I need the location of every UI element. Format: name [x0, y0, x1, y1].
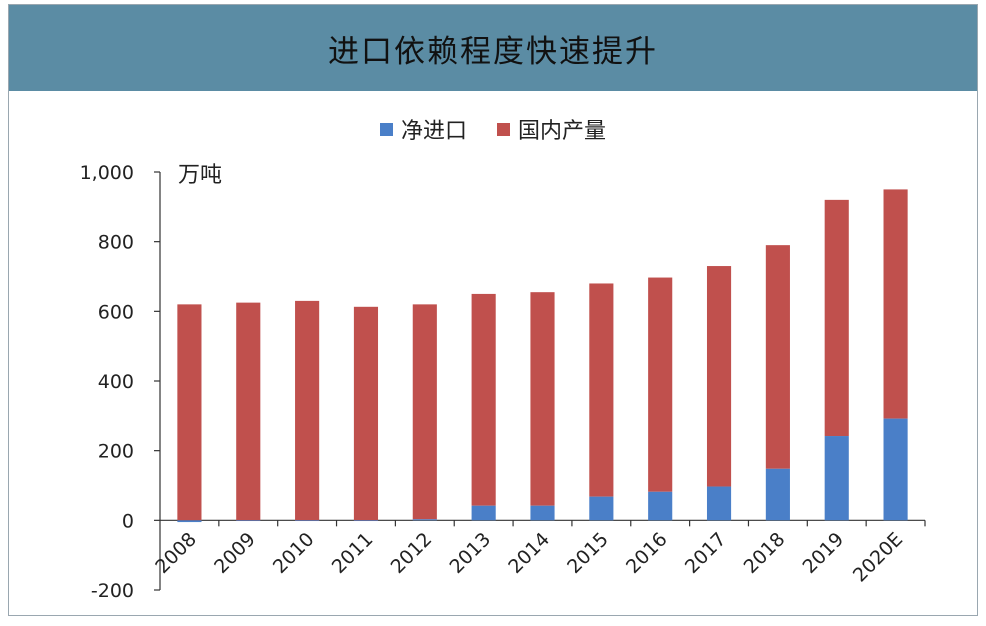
bar-domestic-2010 — [295, 300, 320, 521]
bar-import-2018 — [765, 468, 790, 521]
chart-title: 进口依赖程度快速提升 — [328, 33, 658, 70]
bar-import-2011 — [353, 520, 379, 522]
x-tick-label: 2010 — [269, 528, 319, 578]
x-tick-label: 2017 — [681, 528, 731, 578]
bar-import-2017 — [706, 486, 732, 521]
x-tick-label: 2008 — [151, 528, 201, 578]
bar-import-2019 — [824, 436, 849, 521]
bar-import-2016 — [648, 491, 673, 521]
legend-item-domestic: 国内产量 — [497, 113, 606, 145]
x-tick-label: 2011 — [328, 528, 378, 578]
x-tick-label: 2020E — [849, 528, 907, 586]
bar-domestic-2019 — [824, 199, 849, 437]
bar-domestic-2008 — [177, 304, 202, 521]
bar-domestic-2020E — [883, 189, 908, 419]
x-tick-label: 2013 — [445, 528, 495, 578]
x-tick-label: 2018 — [740, 528, 790, 578]
bar-import-2012 — [412, 519, 437, 521]
bar-domestic-2015 — [589, 283, 614, 497]
y-axis-unit-label: 万吨 — [178, 163, 223, 188]
legend-swatch-import — [379, 122, 393, 136]
bar-import-2015 — [589, 496, 614, 521]
y-tick-label: 0 — [122, 510, 134, 532]
title-bar: 进口依赖程度快速提升 — [9, 5, 977, 91]
y-tick-label: 200 — [98, 441, 134, 463]
legend-item-import: 净进口 — [379, 113, 467, 145]
y-tick-label: 1,000 — [80, 162, 134, 184]
x-tick-label: 2012 — [387, 528, 437, 578]
bar-domestic-2014 — [530, 292, 555, 506]
y-tick-label: 600 — [98, 301, 134, 323]
bar-domestic-2016 — [648, 277, 673, 492]
bar-domestic-2009 — [236, 302, 261, 521]
y-tick-label: 800 — [98, 232, 134, 254]
bar-import-2014 — [530, 505, 555, 521]
x-tick-label: 2016 — [622, 528, 672, 578]
legend: 净进口 国内产量 — [9, 113, 977, 145]
bar-import-2013 — [471, 505, 496, 521]
x-tick-label: 2019 — [799, 528, 849, 578]
bar-import-2008 — [177, 520, 202, 523]
y-tick-label: -200 — [91, 580, 134, 602]
bar-domestic-2013 — [471, 293, 496, 506]
x-tick-label: 2014 — [504, 528, 554, 578]
bar-domestic-2018 — [765, 245, 790, 469]
bar-domestic-2011 — [353, 306, 379, 521]
bar-import-2009 — [236, 520, 261, 522]
x-tick-label: 2015 — [563, 528, 613, 578]
y-tick-label: 400 — [98, 371, 134, 393]
legend-label-import: 净进口 — [400, 119, 467, 144]
x-tick-label: 2009 — [210, 528, 260, 578]
legend-swatch-domestic — [497, 122, 510, 136]
bar-import-2010 — [295, 520, 320, 522]
bar-import-2020E — [883, 418, 908, 521]
bar-domestic-2017 — [706, 266, 732, 487]
bar-domestic-2012 — [412, 304, 437, 520]
legend-label-domestic: 国内产量 — [518, 119, 607, 144]
